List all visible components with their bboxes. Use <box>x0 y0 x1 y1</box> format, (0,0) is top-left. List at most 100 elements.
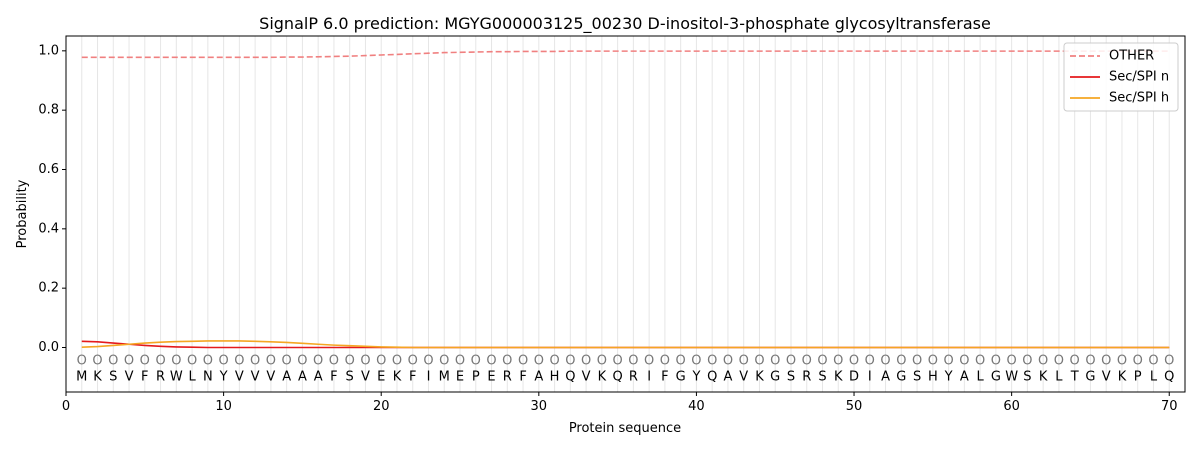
residue-label: Q <box>565 370 575 385</box>
residue-label: A <box>723 370 732 385</box>
predicted-label: O <box>928 353 938 368</box>
residue-label: K <box>755 370 764 385</box>
residue-label: S <box>913 370 921 385</box>
predicted-label: O <box>471 353 481 368</box>
legend-entry: Sec/SPI h <box>1109 91 1169 106</box>
residue-label: K <box>1039 370 1048 385</box>
predicted-label: O <box>896 353 906 368</box>
residue-label: S <box>818 370 826 385</box>
predicted-label: O <box>770 353 780 368</box>
residue-label: V <box>251 370 260 385</box>
predicted-label: O <box>565 353 575 368</box>
residue-label: V <box>125 370 134 385</box>
residue-label: L <box>976 370 984 385</box>
series-lines <box>81 50 1170 349</box>
y-tick-label: 0.6 <box>38 162 59 177</box>
residue-label: A <box>534 370 543 385</box>
legend-box <box>1063 42 1179 112</box>
predicted-label: O <box>581 353 591 368</box>
predicted-label: O <box>676 353 686 368</box>
predicted-label: O <box>518 353 528 368</box>
x-tick-label: 30 <box>531 399 548 414</box>
x-tick-label: 20 <box>373 399 390 414</box>
predicted-label: O <box>392 353 402 368</box>
residue-label: M <box>439 370 450 385</box>
predicted-label: O <box>313 353 323 368</box>
residue-label: Q <box>1164 370 1174 385</box>
predicted-label: O <box>1148 353 1158 368</box>
predicted-label: O <box>1070 353 1080 368</box>
predicted-label: O <box>203 353 213 368</box>
predicted-label: O <box>360 353 370 368</box>
predicted-label: O <box>912 353 922 368</box>
x-tick-label: 50 <box>846 399 863 414</box>
residue-label: V <box>1102 370 1111 385</box>
residue-label: Y <box>944 370 953 385</box>
residue-label: I <box>868 370 872 385</box>
residue-label: A <box>960 370 969 385</box>
residue-label: A <box>314 370 323 385</box>
residue-label: K <box>1118 370 1127 385</box>
predicted-label: O <box>282 353 292 368</box>
legend-entry: Sec/SPI n <box>1109 70 1169 85</box>
y-tick-label: 0.4 <box>38 221 59 236</box>
predicted-label: O <box>1054 353 1064 368</box>
residue-label: K <box>393 370 402 385</box>
x-tick-label: 70 <box>1161 399 1178 414</box>
y-axis-label: Probability <box>15 179 30 248</box>
residue-label: N <box>203 370 213 385</box>
residue-label: H <box>928 370 938 385</box>
predicted-label: O <box>329 353 339 368</box>
residue-label: V <box>266 370 275 385</box>
predicted-label: O <box>991 353 1001 368</box>
sequence-labels: OMOKOSOVOFOROWOLONOYOVOVOVOAOAOAOFOSOVOE… <box>76 353 1174 384</box>
residue-label: V <box>582 370 591 385</box>
residue-label: R <box>503 370 512 385</box>
residue-label: E <box>377 370 385 385</box>
residue-label: K <box>93 370 102 385</box>
predicted-label: O <box>943 353 953 368</box>
residue-label: G <box>896 370 906 385</box>
predicted-label: O <box>549 353 559 368</box>
predicted-label: O <box>171 353 181 368</box>
predicted-label: O <box>628 353 638 368</box>
predicted-label: O <box>124 353 134 368</box>
residue-label: Y <box>691 370 700 385</box>
predicted-label: O <box>408 353 418 368</box>
legend-entry: OTHER <box>1109 49 1154 64</box>
predicted-label: O <box>218 353 228 368</box>
residue-label: F <box>519 370 526 385</box>
residue-label: P <box>472 370 480 385</box>
residue-label: D <box>849 370 859 385</box>
predicted-label: O <box>865 353 875 368</box>
predicted-label: O <box>817 353 827 368</box>
predicted-label: O <box>802 353 812 368</box>
residue-label: G <box>991 370 1001 385</box>
predicted-label: O <box>644 353 654 368</box>
predicted-label: O <box>975 353 985 368</box>
predicted-label: O <box>250 353 260 368</box>
residue-label: S <box>787 370 795 385</box>
predicted-label: O <box>155 353 165 368</box>
residue-label: G <box>676 370 686 385</box>
predicted-label: O <box>534 353 544 368</box>
y-tick-label: 0.0 <box>38 340 59 355</box>
residue-label: E <box>487 370 495 385</box>
predicted-label: O <box>723 353 733 368</box>
predicted-label: O <box>376 353 386 368</box>
residue-label: A <box>298 370 307 385</box>
predicted-label: O <box>77 353 87 368</box>
grid-lines <box>81 36 1170 392</box>
predicted-label: O <box>754 353 764 368</box>
residue-label: S <box>109 370 117 385</box>
residue-label: I <box>427 370 431 385</box>
x-tick-label: 40 <box>688 399 705 414</box>
residue-label: L <box>1055 370 1063 385</box>
axis-ticks: 0 10 20 30 40 50 60 70 0.0 0.2 0.4 0.6 0.8 1.0 <box>38 43 1177 414</box>
predicted-label: O <box>880 353 890 368</box>
y-tick-label: 0.8 <box>38 103 59 118</box>
x-tick-label: 0 <box>62 399 70 414</box>
predicted-label: O <box>707 353 717 368</box>
predicted-label: O <box>1007 353 1017 368</box>
